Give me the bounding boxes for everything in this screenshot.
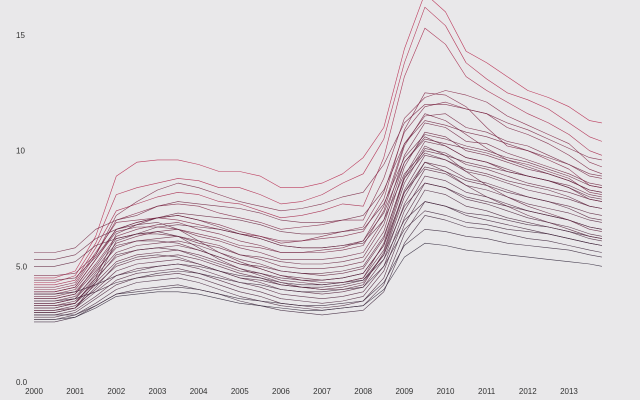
x-tick-label: 2005 (231, 387, 249, 396)
y-tick-label: 0.0 (16, 378, 28, 387)
series-line-8 (34, 131, 602, 299)
series-line-35 (34, 138, 602, 281)
y-tick-label: 15 (16, 31, 25, 40)
x-tick-label: 2002 (107, 387, 125, 396)
x-tick-label: 2003 (149, 387, 167, 396)
series-line-33 (34, 104, 602, 276)
series-line-22 (34, 152, 602, 304)
series-line-14 (34, 175, 602, 313)
x-tick-label: 2001 (66, 387, 84, 396)
x-tick-label: 2011 (478, 387, 496, 396)
series-line-6 (34, 113, 602, 295)
series-line-1 (34, 0, 602, 279)
x-tick-label: 2007 (313, 387, 331, 396)
series-line-26 (34, 134, 602, 260)
series-line-30 (34, 229, 602, 316)
series-line-2 (34, 6, 603, 283)
series-line-20 (34, 113, 602, 293)
y-axis-ticks: 0.0 5.0 10 15 (16, 31, 28, 387)
series-line-32 (34, 161, 602, 311)
x-tick-label: 2006 (272, 387, 290, 396)
series-line-13 (34, 168, 602, 311)
series-line-24 (34, 182, 602, 313)
y-tick-label: 10 (16, 147, 25, 156)
series-line-9 (34, 141, 602, 302)
x-tick-label: 2000 (25, 387, 43, 396)
series-line-18 (34, 215, 602, 323)
x-axis-ticks: 2000 2001 2002 2003 2004 2005 2006 2007 2008 2009… (25, 387, 578, 396)
series-line-25 (34, 120, 602, 253)
x-tick-label: 2009 (395, 387, 413, 396)
series-line-19 (34, 92, 602, 288)
x-tick-label: 2010 (437, 387, 455, 396)
x-tick-label: 2013 (560, 387, 578, 396)
series-line-4 (34, 90, 603, 290)
x-tick-label: 2004 (190, 387, 208, 396)
series-line-15 (34, 182, 602, 316)
y-tick-label: 5.0 (16, 262, 28, 271)
x-tick-label: 2008 (354, 387, 372, 396)
series-line-29 (34, 210, 602, 302)
series-line-16 (34, 189, 602, 318)
series-line-31 (34, 145, 602, 306)
series-line-23 (34, 166, 602, 309)
series-line-28 (34, 201, 602, 295)
x-tick-label: 2012 (519, 387, 537, 396)
series-line-34 (34, 242, 602, 320)
series-line-7 (34, 122, 602, 297)
series-lines (34, 0, 603, 323)
